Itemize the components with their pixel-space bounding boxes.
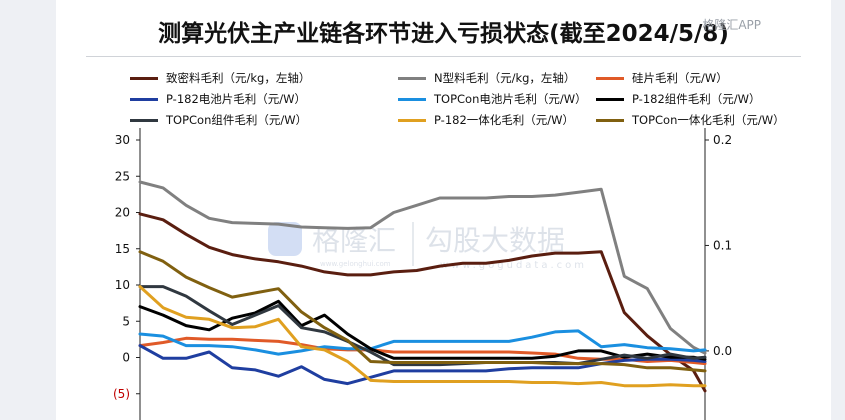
legend-label: TOPCon电池片毛利（元/W） [434,92,587,106]
legend-swatch [398,77,426,80]
y-left-tick-label: 0 [122,351,130,365]
legend-swatch [130,98,158,101]
series-line [138,250,707,373]
legend-swatch [130,119,158,122]
legend-swatch [130,77,158,80]
legend-label: N型料毛利（元/kg，左轴） [434,71,576,85]
legend-label: TOPCon组件毛利（元/W） [166,113,308,127]
watermark-url-small: www.gelonghui.com [320,260,391,268]
legend-label: P-182一体化毛利（元/W） [434,113,575,127]
chart-frame: 测算光伏主产业链各环节进入亏损状态(截至2024/5/8) 格隆汇APP 致密料… [56,0,831,420]
watermark-url: www.gogudata.com [440,260,587,271]
legend-item: TOPCon一体化毛利（元/W） [596,112,785,128]
chart-title: 测算光伏主产业链各环节进入亏损状态(截至2024/5/8) [158,21,729,47]
legend-item: TOPCon电池片毛利（元/W） [398,91,587,107]
legend-item: P-182电池片毛利（元/W） [130,91,306,107]
watermark-logo-icon [268,222,302,256]
y-left-tick-label: 20 [115,206,130,220]
legend-item: 硅片毛利（元/W） [596,70,728,86]
watermark-tag: 勾股大数据 [425,224,565,257]
brand-logo: 格隆汇APP [702,18,761,32]
legend-item: TOPCon组件毛利（元/W） [130,112,307,128]
legend-item: 致密料毛利（元/kg，左轴） [130,70,310,86]
legend-label: 致密料毛利（元/kg，左轴） [166,71,311,85]
y-left-tick-label: (5) [113,387,130,401]
y-left-tick-label: 10 [115,278,130,292]
legend-label: TOPCon一体化毛利（元/W） [632,113,785,127]
legend-label: P-182组件毛利（元/W） [632,92,761,106]
legend-swatch [596,119,624,122]
title-divider [86,56,801,57]
series-line [138,336,707,366]
series-line [138,212,707,393]
series-line [138,344,707,386]
y-left-tick-label: 15 [115,242,130,256]
legend-item: P-182一体化毛利（元/W） [398,112,574,128]
legend-swatch [596,98,624,101]
series-line [138,180,707,355]
legend-label: P-182电池片毛利（元/W） [166,92,307,106]
legend-swatch [398,119,426,122]
y-left-tick-label: 5 [122,314,130,328]
y-right-tick-label: 0.1 [713,238,732,252]
series-line [138,285,707,367]
series-line [138,285,707,388]
legend-item: N型料毛利（元/kg，左轴） [398,70,575,86]
y-right-tick-label: 0.0 [713,344,732,358]
legend-swatch [398,98,426,101]
y-right-tick-label: 0.2 [713,133,732,147]
watermark: 格隆汇www.gelonghui.com勾股大数据www.gogudata.co… [268,222,587,271]
legend-swatch [596,77,624,80]
y-left-tick-label: 30 [115,133,130,147]
legend-item: P-182组件毛利（元/W） [596,91,761,107]
series-line [138,329,707,356]
y-left-tick-label: 25 [115,169,130,183]
legend-label: 硅片毛利（元/W） [632,71,728,85]
